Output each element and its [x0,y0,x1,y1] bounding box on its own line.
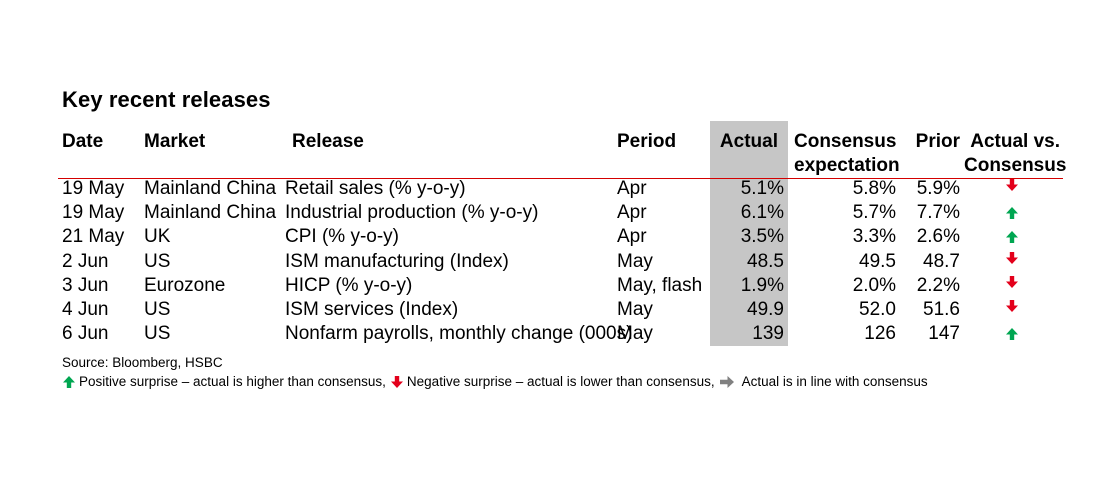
cell-prior: 7.7% [916,202,960,224]
cell-period: May [617,250,653,272]
cell-period: Apr [617,226,647,248]
table-row: 3 Jun Eurozone HICP (% y-o-y) May, flash 1.9… [0,274,1110,298]
cell-date: 4 Jun [62,299,109,320]
legend-inline-text: Actual is in line with consensus [741,374,928,389]
table-row: 6 Jun US Nonfarm payrolls, monthly change … [0,322,1110,346]
legend-negative-text: Negative surprise – actual is lower than… [406,374,715,389]
red-down-arrow-icon [1005,299,1019,313]
cell-actual: 5.1% [740,178,784,199]
cell-market: Eurozone [144,274,226,296]
cell-prior: 147 [928,323,960,345]
cell-date: 2 Jun [62,250,109,272]
cell-date: 19 May [62,178,125,199]
cell-actual: 6.1% [740,202,784,224]
header-market: Market [144,131,206,152]
table-row: 4 Jun US ISM services (Index) May 49.9 52.0 51… [0,298,1110,322]
cell-market: US [144,299,171,320]
green-up-arrow-icon [1005,206,1019,220]
cell-release: Nonfarm payrolls, monthly change (000s) [285,323,633,345]
source-note: Source: Bloomberg, HSBC [62,355,223,370]
cell-consensus: 5.8% [852,178,896,199]
green-up-arrow-icon [1005,327,1019,341]
cell-prior: 2.2% [916,274,960,296]
header-actual-vs-line1: Actual vs. [970,131,1060,152]
table-row: 19 May Mainland China Industrial productio… [0,201,1110,225]
table-row: 2 Jun US ISM manufacturing (Index) May 48.5 4… [0,250,1110,274]
cell-prior: 2.6% [916,226,960,248]
cell-period: Apr [617,178,647,199]
cell-consensus: 2.0% [852,274,896,296]
header-actual: Actual [719,131,778,152]
cell-release: Industrial production (% y-o-y) [285,202,539,224]
header-release: Release [292,131,364,152]
header-consensus-line1: Consensus [794,131,897,152]
cell-release: ISM services (Index) [285,299,459,320]
red-down-arrow-icon [390,375,404,389]
header-date: Date [62,131,104,152]
cell-period: May [617,299,653,320]
legend-positive-text: Positive surprise – actual is higher tha… [79,374,386,389]
table-row: 21 May UK CPI (% y-o-y) Apr 3.5% 3.3% 2.6% [0,225,1110,249]
green-up-arrow-icon [62,375,76,389]
green-up-arrow-icon [1005,230,1019,244]
cell-date: 3 Jun [62,274,109,296]
header-prior: Prior [915,131,960,152]
cell-consensus: 52.0 [859,299,896,320]
actual-column-shading [710,121,788,346]
cell-actual: 49.9 [747,299,784,320]
red-down-arrow-icon [1005,178,1019,192]
cell-period: May [617,323,653,345]
cell-release: ISM manufacturing (Index) [285,250,509,272]
cell-release: Retail sales (% y-o-y) [285,178,466,199]
cell-date: 6 Jun [62,323,109,345]
cell-prior: 51.6 [923,299,960,320]
cell-consensus: 5.7% [852,202,896,224]
cell-date: 19 May [62,202,125,224]
cell-market: Mainland China [144,178,277,199]
header-actual-vs-line2: Consensus [964,155,1067,176]
cell-consensus: 126 [864,323,896,345]
cell-actual: 1.9% [740,274,784,296]
header-divider [58,178,1063,179]
red-down-arrow-icon [1005,275,1019,289]
header-consensus-line2: expectation [794,155,900,176]
table-title: Key recent releases [62,87,271,112]
cell-actual: 3.5% [740,226,784,248]
red-down-arrow-icon [1005,251,1019,265]
cell-market: UK [144,226,171,248]
cell-date: 21 May [62,226,125,248]
cell-market: US [144,323,171,345]
cell-release: CPI (% y-o-y) [285,226,399,248]
cell-actual: 139 [752,323,784,345]
cell-consensus: 3.3% [852,226,896,248]
grey-right-arrow-icon [719,375,735,389]
cell-prior: 48.7 [923,250,960,272]
cell-market: Mainland China [144,202,277,224]
cell-release: HICP (% y-o-y) [285,274,413,296]
cell-period: Apr [617,202,647,224]
legend: Positive surprise – actual is higher tha… [62,373,928,390]
header-period: Period [617,131,677,152]
cell-consensus: 49.5 [859,250,896,272]
table-row: 19 May Mainland China Retail sales (% y-o-… [0,177,1110,201]
cell-period: May, flash [617,274,703,296]
cell-market: US [144,250,171,272]
cell-prior: 5.9% [916,178,960,199]
cell-actual: 48.5 [747,250,784,272]
